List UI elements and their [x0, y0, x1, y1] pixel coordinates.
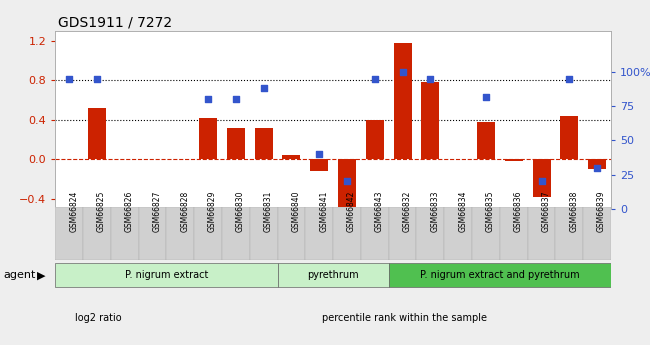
Bar: [222, 207, 250, 260]
Text: GSM66829: GSM66829: [208, 190, 217, 232]
Bar: [111, 207, 138, 260]
Text: GSM66824: GSM66824: [69, 190, 78, 232]
Bar: [306, 207, 333, 260]
Text: GSM66827: GSM66827: [153, 190, 161, 232]
Text: GSM66838: GSM66838: [569, 190, 578, 232]
Bar: [199, 118, 217, 159]
Bar: [389, 207, 417, 260]
Bar: [282, 155, 300, 159]
Bar: [255, 128, 273, 159]
Text: GSM66836: GSM66836: [514, 190, 523, 232]
Bar: [310, 159, 328, 171]
Bar: [417, 207, 445, 260]
Text: GSM66835: GSM66835: [486, 190, 495, 232]
Text: pyrethrum: pyrethrum: [307, 270, 359, 280]
Bar: [477, 122, 495, 159]
Bar: [366, 120, 384, 159]
Text: GSM66843: GSM66843: [375, 190, 383, 232]
Text: GSM66828: GSM66828: [180, 191, 189, 232]
Text: GSM66834: GSM66834: [458, 190, 467, 232]
Bar: [166, 207, 194, 260]
Bar: [588, 159, 606, 169]
Point: [64, 76, 74, 82]
Bar: [528, 207, 556, 260]
Bar: [55, 207, 83, 260]
Bar: [445, 207, 472, 260]
Bar: [333, 207, 361, 260]
Bar: [393, 43, 411, 159]
Bar: [227, 128, 245, 159]
Bar: [560, 116, 578, 159]
Point: [481, 94, 491, 99]
Text: GSM66825: GSM66825: [97, 190, 106, 232]
Point: [425, 76, 436, 82]
Bar: [421, 82, 439, 159]
Text: P. nigrum extract and pyrethrum: P. nigrum extract and pyrethrum: [420, 270, 580, 280]
Bar: [88, 108, 106, 159]
Text: GSM66839: GSM66839: [597, 190, 606, 232]
Text: GSM66826: GSM66826: [125, 190, 134, 232]
Text: GSM66840: GSM66840: [291, 190, 300, 232]
Text: GSM66831: GSM66831: [264, 190, 272, 232]
Text: ▶: ▶: [37, 270, 46, 280]
Text: GSM66833: GSM66833: [430, 190, 439, 232]
Text: log2 ratio: log2 ratio: [75, 313, 122, 323]
Point: [592, 165, 603, 170]
Bar: [583, 207, 611, 260]
FancyBboxPatch shape: [389, 263, 611, 287]
Point: [259, 86, 269, 91]
Point: [314, 151, 324, 157]
Text: GSM66832: GSM66832: [402, 190, 411, 232]
Text: P. nigrum extract: P. nigrum extract: [125, 270, 208, 280]
Text: agent: agent: [3, 270, 36, 280]
Bar: [555, 207, 583, 260]
Bar: [472, 207, 500, 260]
Bar: [532, 159, 551, 197]
Point: [397, 69, 408, 75]
Point: [536, 179, 547, 184]
Text: GSM66830: GSM66830: [236, 190, 245, 232]
Bar: [500, 207, 528, 260]
Point: [203, 97, 213, 102]
Point: [231, 97, 241, 102]
Bar: [83, 207, 111, 260]
FancyBboxPatch shape: [278, 263, 389, 287]
FancyBboxPatch shape: [55, 263, 278, 287]
Point: [370, 76, 380, 82]
Text: GSM66842: GSM66842: [347, 190, 356, 232]
Bar: [504, 159, 523, 161]
Point: [92, 76, 102, 82]
Bar: [138, 207, 166, 260]
Text: GSM66837: GSM66837: [541, 190, 551, 232]
Bar: [278, 207, 306, 260]
Bar: [338, 159, 356, 209]
Bar: [250, 207, 278, 260]
Text: percentile rank within the sample: percentile rank within the sample: [322, 313, 487, 323]
Text: GDS1911 / 7272: GDS1911 / 7272: [58, 16, 173, 30]
Bar: [361, 207, 389, 260]
Point: [342, 179, 352, 184]
Point: [564, 76, 575, 82]
Bar: [194, 207, 222, 260]
Text: GSM66841: GSM66841: [319, 190, 328, 232]
